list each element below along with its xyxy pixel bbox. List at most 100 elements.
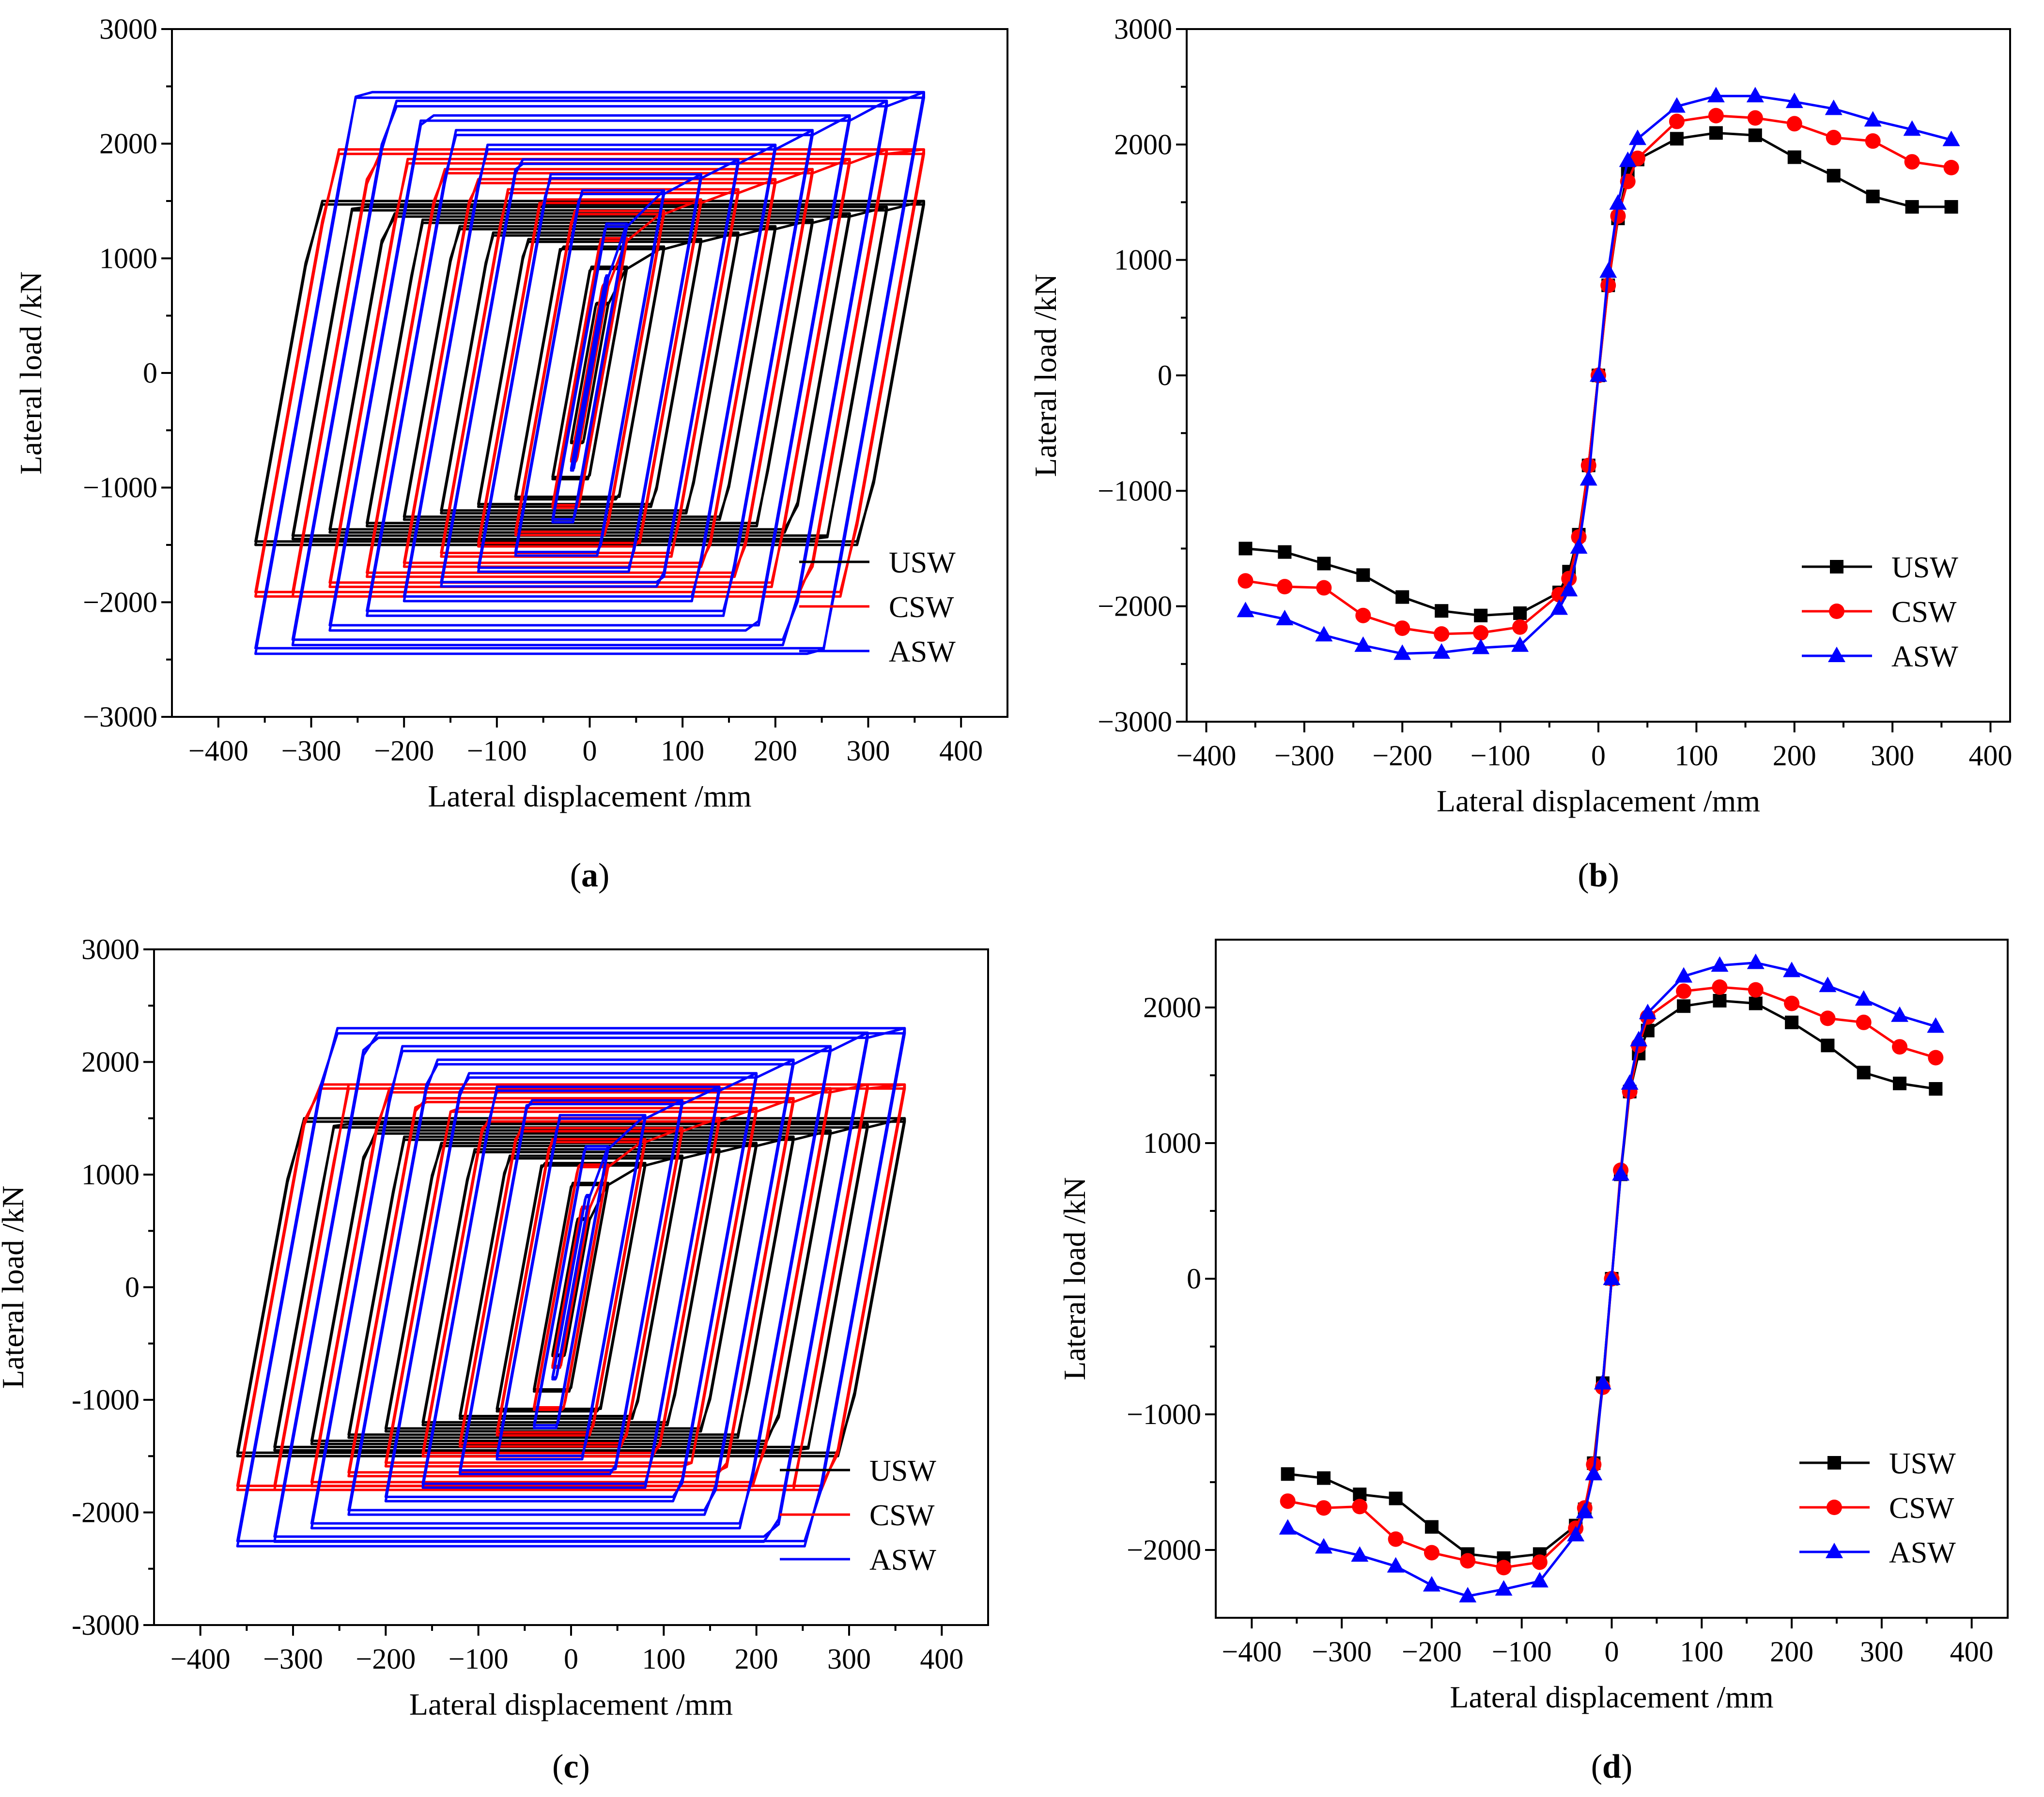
- chart-c-plot-area: [236, 1027, 906, 1548]
- series-usw-point: [1474, 608, 1488, 622]
- x-tick-label: −400: [1177, 740, 1237, 772]
- series-usw-point: [1278, 545, 1292, 559]
- series-csw-point: [1394, 620, 1410, 636]
- legend-csw-label: CSW: [889, 591, 954, 624]
- legend-usw-label: USW: [1889, 1447, 1956, 1480]
- chart-d: −400 −300 −200 −100 0 100 200 300 400−2000−10000…: [1057, 939, 2009, 1785]
- series-asw-point: [1819, 976, 1837, 992]
- series-csw-point: [1712, 979, 1728, 995]
- series-asw-point: [1599, 262, 1617, 278]
- x-tick-label: −300: [1274, 740, 1334, 772]
- caption-letter: a: [581, 857, 598, 894]
- legend-usw-label: USW: [1891, 551, 1958, 584]
- legend-usw-label: USW: [889, 546, 956, 579]
- series-asw-point: [1570, 538, 1588, 554]
- x-tick-label: 100: [642, 1643, 685, 1675]
- series-csw-point: [1676, 983, 1692, 999]
- y-tick-label: −3000: [1098, 706, 1172, 738]
- caption-b: (b): [1578, 857, 1619, 894]
- series-csw-point: [1928, 1050, 1944, 1066]
- series-usw-point: [1929, 1082, 1943, 1096]
- series-usw-point: [1713, 994, 1727, 1007]
- x-axis-title: Lateral displacement /mm: [409, 1687, 733, 1721]
- series-csw-point: [1280, 1493, 1296, 1509]
- series-asw-point: [1276, 609, 1294, 625]
- caption-open-paren: (: [1591, 1748, 1602, 1785]
- series-csw-point: [1708, 108, 1724, 124]
- series-csw-point: [1786, 116, 1802, 132]
- series-asw-point: [1825, 99, 1843, 115]
- series-csw-point: [1748, 982, 1764, 998]
- series-asw-point: [1433, 643, 1451, 659]
- y-tick-label: 0: [1187, 1263, 1201, 1295]
- series-usw-point: [1356, 568, 1370, 582]
- x-tick-label: 400: [1969, 740, 2013, 772]
- y-tick-label: 2000: [99, 128, 157, 160]
- series-usw-point: [1317, 557, 1331, 571]
- series-asw-point: [1639, 1004, 1657, 1020]
- series-usw-point: [1821, 1038, 1835, 1053]
- caption-a: (a): [570, 857, 610, 894]
- x-tick-label: 400: [920, 1643, 963, 1675]
- x-axis-title: Lateral displacement /mm: [1437, 784, 1760, 818]
- series-csw-point: [1865, 133, 1881, 149]
- series-usw-point: [1857, 1066, 1871, 1080]
- legend-asw-label: ASW: [1891, 640, 1958, 673]
- series-asw-point: [1560, 581, 1578, 597]
- x-tick-label: −200: [374, 735, 434, 767]
- y-tick-label: 1000: [99, 242, 157, 274]
- x-tick-label: 400: [939, 735, 983, 767]
- y-tick-label: 2000: [81, 1046, 139, 1078]
- y-axis-title: Lateral load /kN: [0, 1186, 30, 1389]
- series-asw-point: [1783, 961, 1801, 977]
- x-tick-label: 0: [564, 1643, 578, 1675]
- series-asw-point: [1746, 87, 1764, 103]
- y-axis-title: Lateral load /kN: [1028, 274, 1063, 477]
- series-csw-point: [1610, 208, 1626, 224]
- x-tick-label: −400: [1222, 1636, 1282, 1668]
- series-usw-hysteresis-line: [254, 200, 925, 546]
- legend-csw-label: CSW: [1889, 1492, 1954, 1525]
- y-tick-label: 2000: [1114, 128, 1172, 160]
- y-tick-label: 1000: [1143, 1127, 1201, 1159]
- legend-asw-marker: [1826, 1543, 1843, 1558]
- series-csw-point: [1238, 573, 1254, 589]
- series-asw-point: [1495, 1580, 1513, 1596]
- chart-d-plot-area: [1279, 953, 1945, 1603]
- caption-open-paren: (: [552, 1748, 563, 1785]
- series-asw-point: [1675, 967, 1693, 983]
- x-tick-label: 400: [1950, 1636, 1994, 1668]
- legend-csw-marker: [1827, 1500, 1842, 1515]
- caption-letter: c: [563, 1748, 578, 1785]
- series-asw-point: [1567, 1526, 1585, 1542]
- series-usw-point: [1670, 132, 1684, 146]
- legend-csw-marker: [1829, 604, 1844, 619]
- chart-c: −400 −300 −200 −100 0 100 200 300 400 -3000 -2000 -…: [0, 933, 989, 1785]
- x-tick-label: 100: [1680, 1636, 1723, 1668]
- y-tick-label: 1000: [81, 1159, 139, 1191]
- series-usw-point: [1866, 189, 1880, 203]
- series-usw-point: [1905, 200, 1919, 214]
- series-usw-point: [1316, 1471, 1331, 1485]
- series-csw-point: [1747, 110, 1763, 126]
- x-tick-label: 100: [1674, 740, 1718, 772]
- series-csw-hysteresis-line: [236, 1083, 906, 1491]
- series-asw-point: [1903, 120, 1921, 136]
- series-asw-point: [1942, 130, 1960, 146]
- series-usw-point: [1749, 996, 1763, 1010]
- x-tick-label: 200: [1773, 740, 1816, 772]
- series-usw-point: [1787, 150, 1801, 164]
- series-asw-point: [1590, 366, 1607, 382]
- y-axis-title: Lateral load /kN: [1057, 1177, 1092, 1380]
- series-csw-point: [1826, 130, 1842, 146]
- series-asw-point: [1891, 1006, 1909, 1022]
- series-asw-point: [1785, 93, 1803, 108]
- x-axis-title: Lateral displacement /mm: [1450, 1680, 1773, 1714]
- x-tick-label: 300: [1860, 1636, 1904, 1668]
- series-csw-point: [1904, 154, 1920, 170]
- y-tick-label: 2000: [1143, 991, 1201, 1023]
- caption-d: (d): [1591, 1748, 1633, 1785]
- series-usw-point: [1435, 604, 1449, 618]
- series-csw-point: [1352, 1499, 1368, 1515]
- series-csw-point: [1669, 113, 1685, 129]
